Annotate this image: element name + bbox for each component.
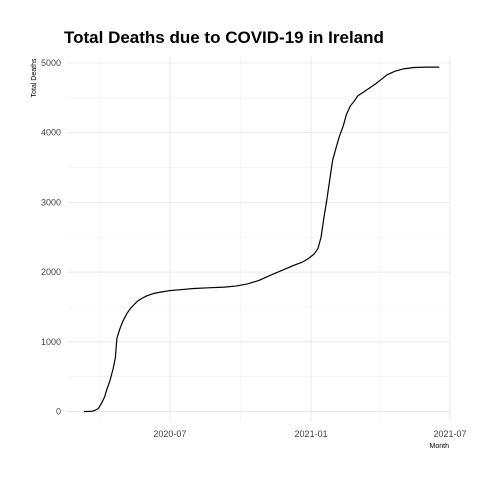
x-axis-tick-labels: 2020-07 2021-01 2021-07 — [153, 429, 466, 439]
x-tick-label: 2021-01 — [295, 429, 328, 439]
y-tick-label: 4000 — [41, 128, 61, 138]
y-tick-label: 2000 — [41, 267, 61, 277]
series-group — [83, 66, 440, 413]
x-tick-label: 2020-07 — [153, 429, 186, 439]
x-axis-title: Month — [430, 443, 450, 450]
y-tick-label: 1000 — [41, 337, 61, 347]
y-tick-label: 3000 — [41, 197, 61, 207]
y-tick-label: 0 — [56, 407, 61, 417]
x-tick-label: 2021-07 — [433, 429, 466, 439]
y-axis-tick-labels: 0 1000 2000 3000 4000 5000 — [41, 58, 61, 417]
series-line-total-deaths — [83, 66, 440, 413]
y-tick-label: 5000 — [41, 58, 61, 68]
chart-title: Total Deaths due to COVID-19 in Ireland — [64, 28, 384, 47]
grid — [67, 56, 451, 422]
y-axis-title: Total Deaths — [31, 58, 38, 97]
